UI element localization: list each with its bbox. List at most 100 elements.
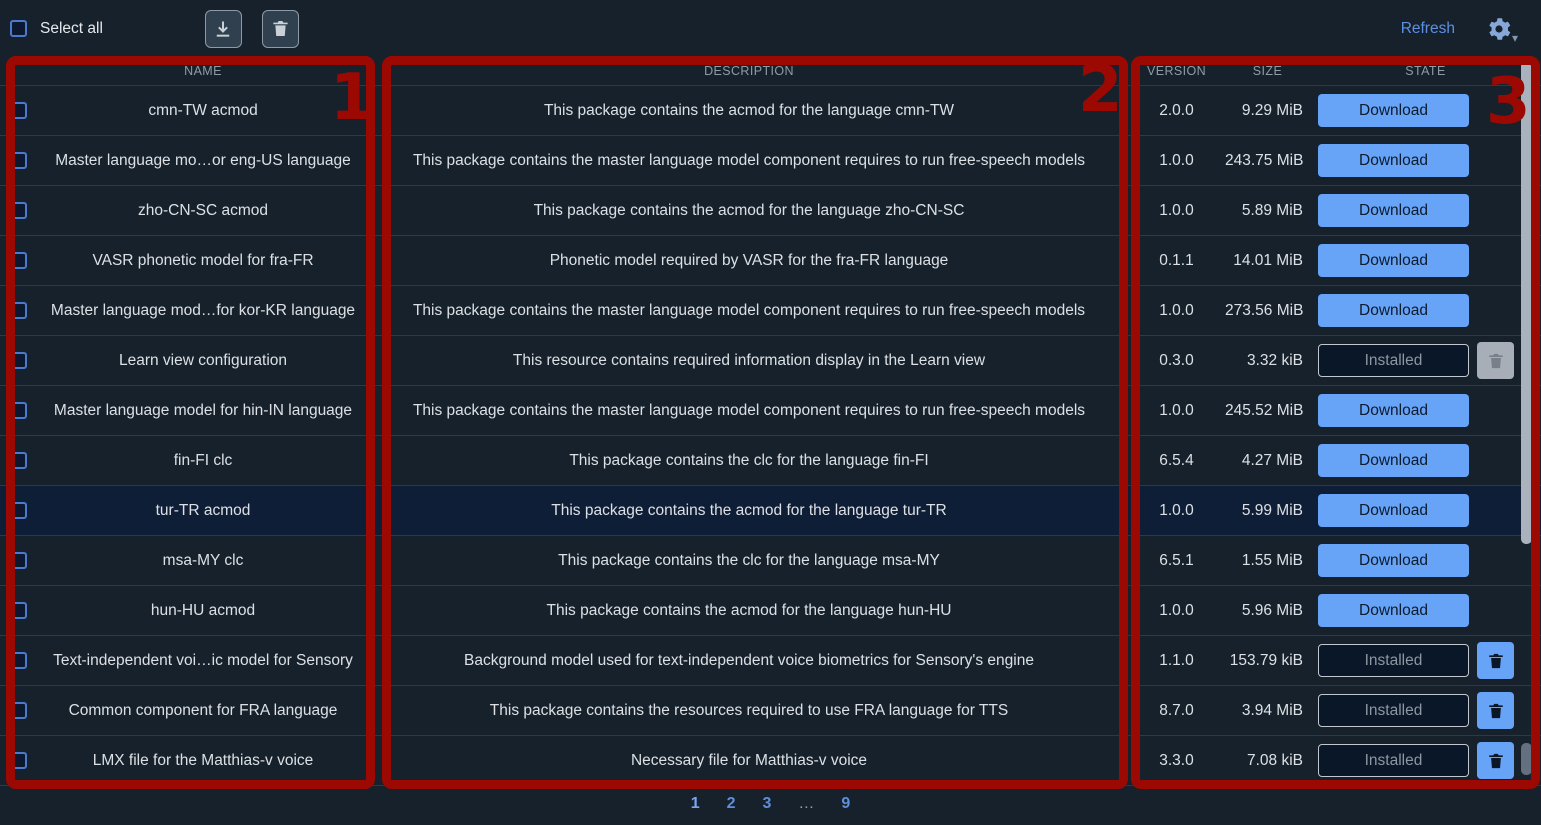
- row-delete-button: [1477, 342, 1514, 379]
- package-version: 6.5.1: [1159, 551, 1194, 569]
- gear-icon: [1487, 17, 1511, 41]
- package-size: 5.96 MiB: [1241, 601, 1303, 619]
- package-description: This resource contains required informat…: [512, 351, 986, 369]
- download-button[interactable]: Download: [1318, 244, 1469, 277]
- select-all-label: Select all: [40, 19, 103, 37]
- select-all-control: Select all: [10, 20, 103, 38]
- package-version: 3.3.0: [1159, 751, 1194, 769]
- package-version: 0.1.1: [1159, 251, 1194, 269]
- download-button[interactable]: Download: [1318, 494, 1469, 527]
- package-name: LMX file for the Matthias-v voice: [92, 751, 314, 769]
- installed-button[interactable]: Installed: [1318, 694, 1469, 727]
- package-size: 5.89 MiB: [1241, 201, 1303, 219]
- column-header-name: NAME: [184, 64, 222, 78]
- row-checkbox[interactable]: [10, 352, 27, 369]
- refresh-button[interactable]: Refresh: [1400, 19, 1455, 37]
- installed-button[interactable]: Installed: [1318, 744, 1469, 777]
- row-checkbox[interactable]: [10, 702, 27, 719]
- download-button[interactable]: Download: [1318, 94, 1469, 127]
- package-name: VASR phonetic model for fra-FR: [92, 251, 314, 269]
- row-checkbox[interactable]: [10, 102, 27, 119]
- row-checkbox[interactable]: [10, 452, 27, 469]
- package-name: Master language mo…or eng-US language: [55, 151, 351, 169]
- table-body: cmn-TW acmod This package contains the a…: [0, 86, 1541, 786]
- trash-icon: [1487, 652, 1505, 670]
- package-description: This package contains the acmod for the …: [543, 101, 955, 119]
- row-checkbox[interactable]: [10, 502, 27, 519]
- page-link-3[interactable]: 3: [762, 795, 772, 812]
- package-name: Master language model for hin-IN languag…: [53, 401, 353, 419]
- package-description: This package contains the master languag…: [412, 151, 1086, 169]
- package-version: 1.1.0: [1159, 651, 1194, 669]
- package-version: 1.0.0: [1159, 401, 1194, 419]
- package-description: Background model used for text-independe…: [464, 651, 1034, 669]
- table-row: msa-MY clc This package contains the clc…: [0, 536, 1541, 586]
- row-checkbox[interactable]: [10, 402, 27, 419]
- row-delete-button[interactable]: [1477, 642, 1514, 679]
- download-button[interactable]: Download: [1318, 594, 1469, 627]
- row-checkbox[interactable]: [10, 252, 27, 269]
- row-delete-button[interactable]: [1477, 742, 1514, 779]
- package-version: 1.0.0: [1159, 601, 1194, 619]
- row-checkbox[interactable]: [10, 552, 27, 569]
- package-version: 1.0.0: [1159, 201, 1194, 219]
- page-link-2[interactable]: 2: [726, 795, 736, 812]
- settings-menu-button[interactable]: ▾: [1487, 17, 1518, 45]
- table-row: hun-HU acmod This package contains the a…: [0, 586, 1541, 636]
- row-checkbox[interactable]: [10, 602, 27, 619]
- table-row: tur-TR acmod This package contains the a…: [0, 486, 1541, 536]
- table-row: Master language mod…for kor-KR language …: [0, 286, 1541, 336]
- column-header-version: VERSION: [1146, 64, 1207, 78]
- download-button[interactable]: Download: [1318, 194, 1469, 227]
- column-header-size: SIZE: [1252, 64, 1283, 78]
- column-header-description: DESCRIPTION: [704, 64, 794, 78]
- table-header: NAME DESCRIPTION VERSION SIZE STATE: [0, 57, 1541, 86]
- scrollbar-end-stub: [1521, 743, 1532, 775]
- package-size: 3.32 kiB: [1246, 351, 1303, 369]
- package-name: hun-HU acmod: [150, 601, 256, 619]
- pagination: 1 2 3 … 9: [0, 795, 1541, 813]
- package-size: 14.01 MiB: [1233, 251, 1303, 269]
- package-size: 5.99 MiB: [1241, 501, 1303, 519]
- chevron-down-icon: ▾: [1511, 30, 1518, 45]
- package-name: zho-CN-SC acmod: [137, 201, 269, 219]
- trash-icon: [1487, 752, 1505, 770]
- package-size: 9.29 MiB: [1241, 101, 1303, 119]
- download-button[interactable]: Download: [1318, 444, 1469, 477]
- installed-button[interactable]: Installed: [1318, 344, 1469, 377]
- table-row: LMX file for the Matthias-v voice Necess…: [0, 736, 1541, 786]
- installed-button[interactable]: Installed: [1318, 644, 1469, 677]
- delete-selected-button[interactable]: [261, 9, 299, 48]
- download-button[interactable]: Download: [1318, 394, 1469, 427]
- package-size: 7.08 kiB: [1246, 751, 1303, 769]
- row-checkbox[interactable]: [10, 752, 27, 769]
- trash-icon: [1487, 702, 1505, 720]
- package-description: This package contains the master languag…: [412, 401, 1086, 419]
- page-link-1[interactable]: 1: [690, 795, 700, 812]
- scrollbar-thumb[interactable]: [1521, 61, 1532, 544]
- row-checkbox[interactable]: [10, 302, 27, 319]
- download-button[interactable]: Download: [1318, 144, 1469, 177]
- vertical-scrollbar[interactable]: [1521, 59, 1532, 785]
- row-checkbox[interactable]: [10, 202, 27, 219]
- table-row: Common component for FRA language This p…: [0, 686, 1541, 736]
- package-description: Necessary file for Matthias-v voice: [630, 751, 868, 769]
- trash-icon: [1487, 352, 1505, 370]
- download-button[interactable]: Download: [1318, 294, 1469, 327]
- select-all-checkbox[interactable]: [10, 20, 27, 37]
- download-button[interactable]: Download: [1318, 544, 1469, 577]
- package-name: tur-TR acmod: [155, 501, 251, 519]
- column-header-state: STATE: [1405, 64, 1446, 78]
- page-link-9[interactable]: 9: [841, 795, 851, 812]
- package-name: cmn-TW acmod: [148, 101, 258, 119]
- download-selected-button[interactable]: [204, 9, 242, 48]
- table-row: Learn view configuration This resource c…: [0, 336, 1541, 386]
- package-version: 1.0.0: [1159, 151, 1194, 169]
- package-description: This package contains the resources requ…: [489, 701, 1009, 719]
- table-row: Master language mo…or eng-US language Th…: [0, 136, 1541, 186]
- package-size: 273.56 MiB: [1225, 301, 1304, 319]
- row-delete-button[interactable]: [1477, 692, 1514, 729]
- row-checkbox[interactable]: [10, 652, 27, 669]
- row-checkbox[interactable]: [10, 152, 27, 169]
